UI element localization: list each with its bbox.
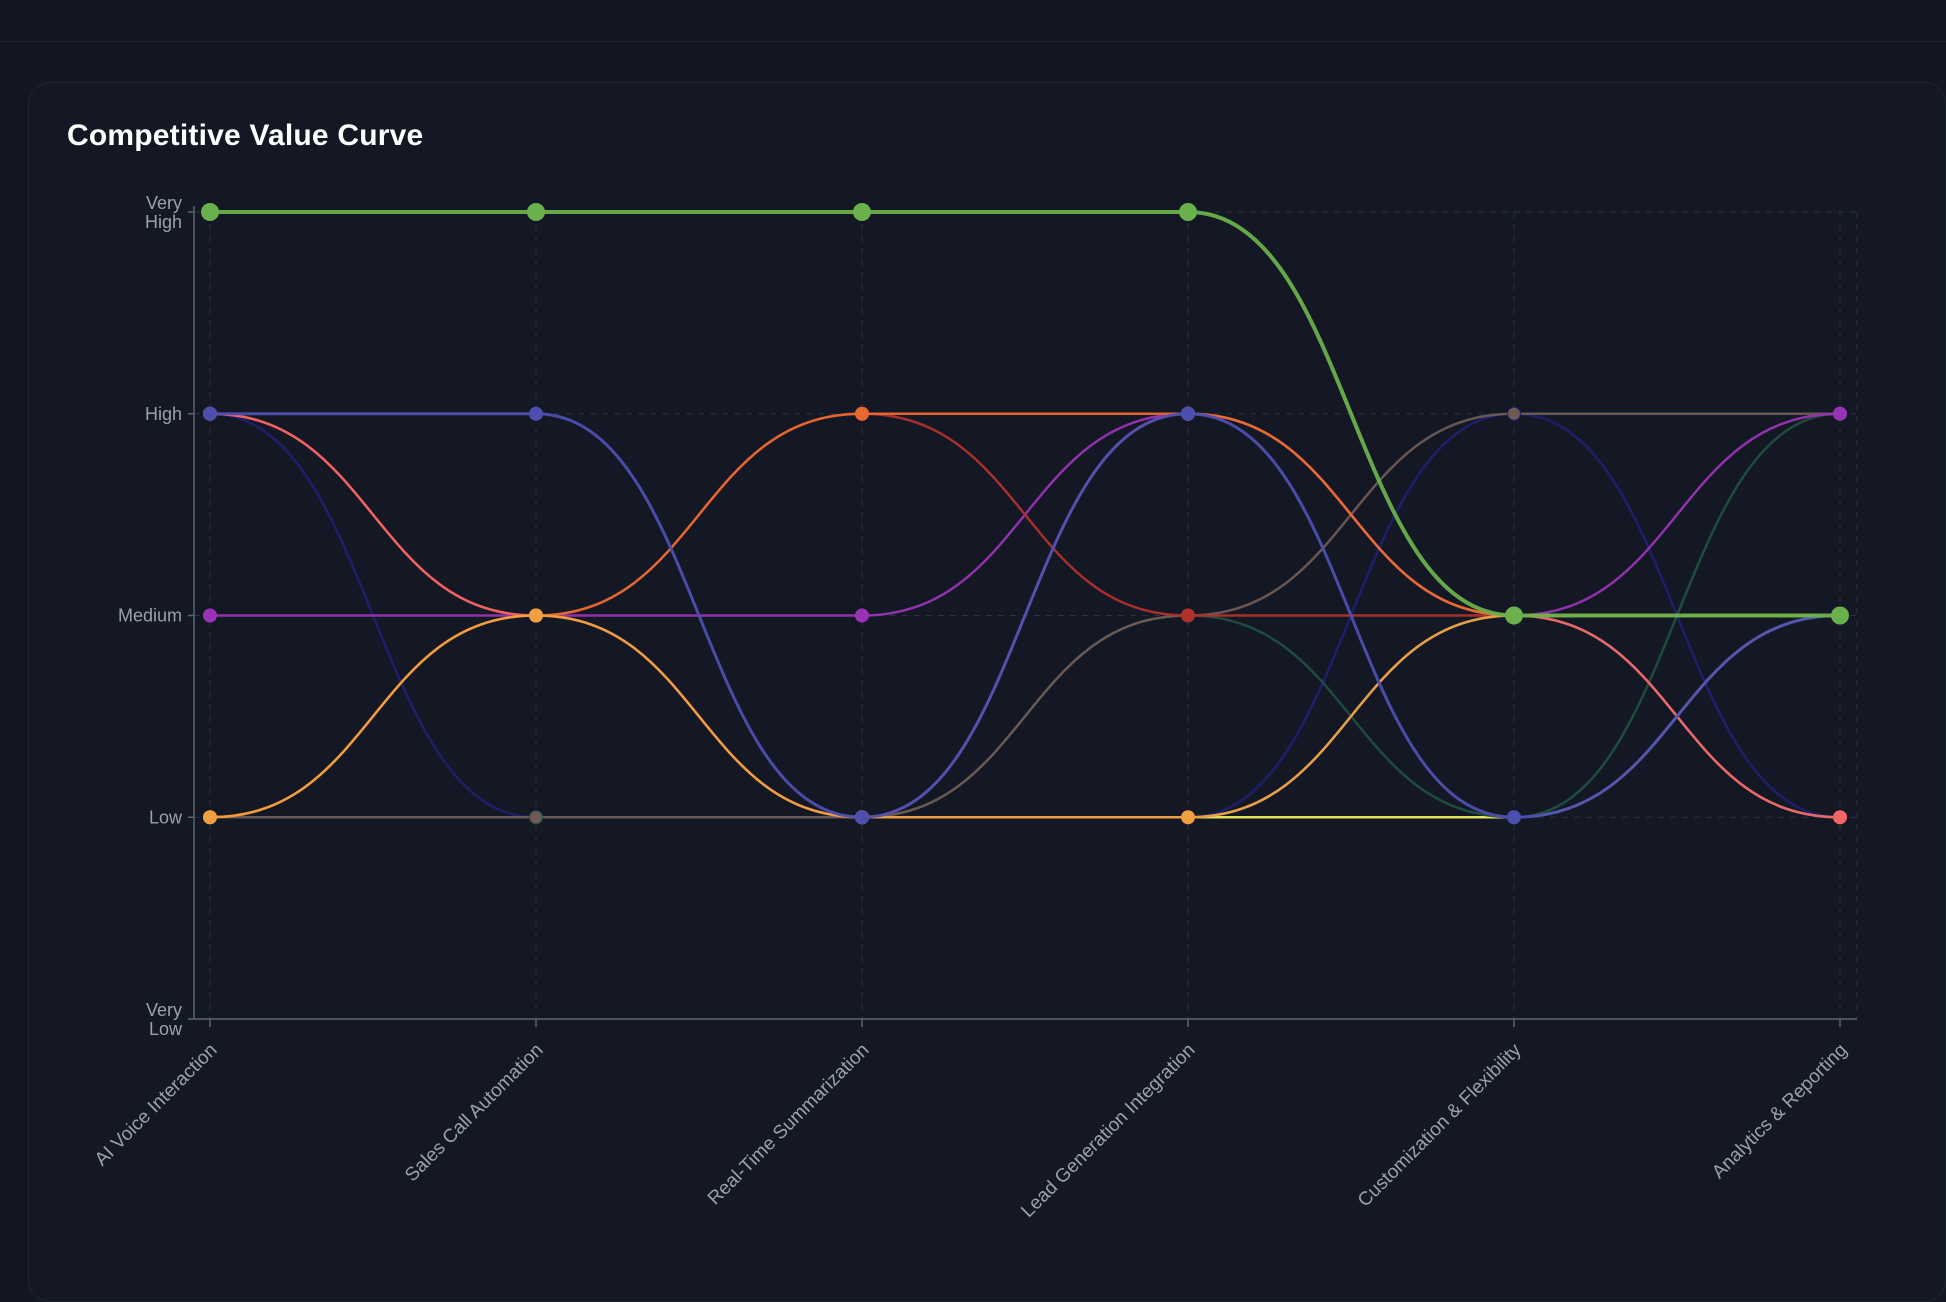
- x-tick-label: Real-Time Summarization: [704, 1040, 874, 1210]
- series-line-6: [208, 412, 1842, 617]
- series-7-point: [203, 608, 217, 623]
- y-tick-label: Medium: [118, 606, 182, 626]
- series-3-point: [203, 810, 217, 825]
- series-1-point: [853, 203, 871, 221]
- series-8-point: [530, 811, 542, 824]
- series-7-point: [1833, 406, 1847, 421]
- series-2-point: [203, 406, 217, 421]
- chart-title: Competitive Value Curve: [67, 119, 424, 152]
- y-tick-label: High: [145, 404, 182, 424]
- x-tick-label: Analytics & Reporting: [1708, 1040, 1851, 1183]
- y-tick-label-line: Very: [146, 193, 182, 213]
- y-tick-label: Very High: [145, 193, 182, 232]
- series-line-8: [208, 412, 1842, 819]
- series-1-point: [1505, 606, 1523, 625]
- y-tick-label-line: High: [145, 212, 182, 232]
- series-6-point: [1181, 608, 1195, 623]
- series-2-point: [1181, 406, 1195, 421]
- y-tick-label: Low: [149, 807, 183, 827]
- axes: [188, 206, 1857, 1027]
- series-4-point: [855, 406, 869, 421]
- series-1-point: [527, 203, 545, 221]
- x-tick-label: Sales Call Automation: [401, 1040, 547, 1186]
- y-tick-label: Very Low: [146, 1000, 183, 1039]
- x-tick-label: Customization & Flexibility: [1354, 1039, 1526, 1211]
- series-lines: [208, 209, 1842, 819]
- series-8-point: [1508, 407, 1520, 420]
- series-2-point: [855, 810, 869, 825]
- series-line-2: [208, 412, 1842, 819]
- series-2-point: [1507, 810, 1521, 825]
- series-markers: [201, 203, 1849, 825]
- x-tick-label: Lead Generation Integration: [1017, 1040, 1199, 1222]
- series-5-point: [1833, 810, 1847, 825]
- series-3-point: [529, 608, 543, 623]
- series-1-point: [1179, 203, 1197, 221]
- series-7-point: [855, 608, 869, 623]
- series-1-point: [1831, 606, 1849, 625]
- y-tick-label-line: Very: [146, 1000, 182, 1020]
- series-3-point: [1181, 810, 1195, 825]
- top-bar: [0, 0, 1946, 42]
- series-2-point: [529, 406, 543, 421]
- y-tick-label-line: Low: [149, 1019, 183, 1039]
- x-tick-label: AI Voice Interaction: [91, 1040, 222, 1171]
- chart-card: Competitive Value Curve: [28, 82, 1946, 1302]
- series-line-1: [208, 209, 1842, 618]
- series-1-point: [201, 203, 219, 221]
